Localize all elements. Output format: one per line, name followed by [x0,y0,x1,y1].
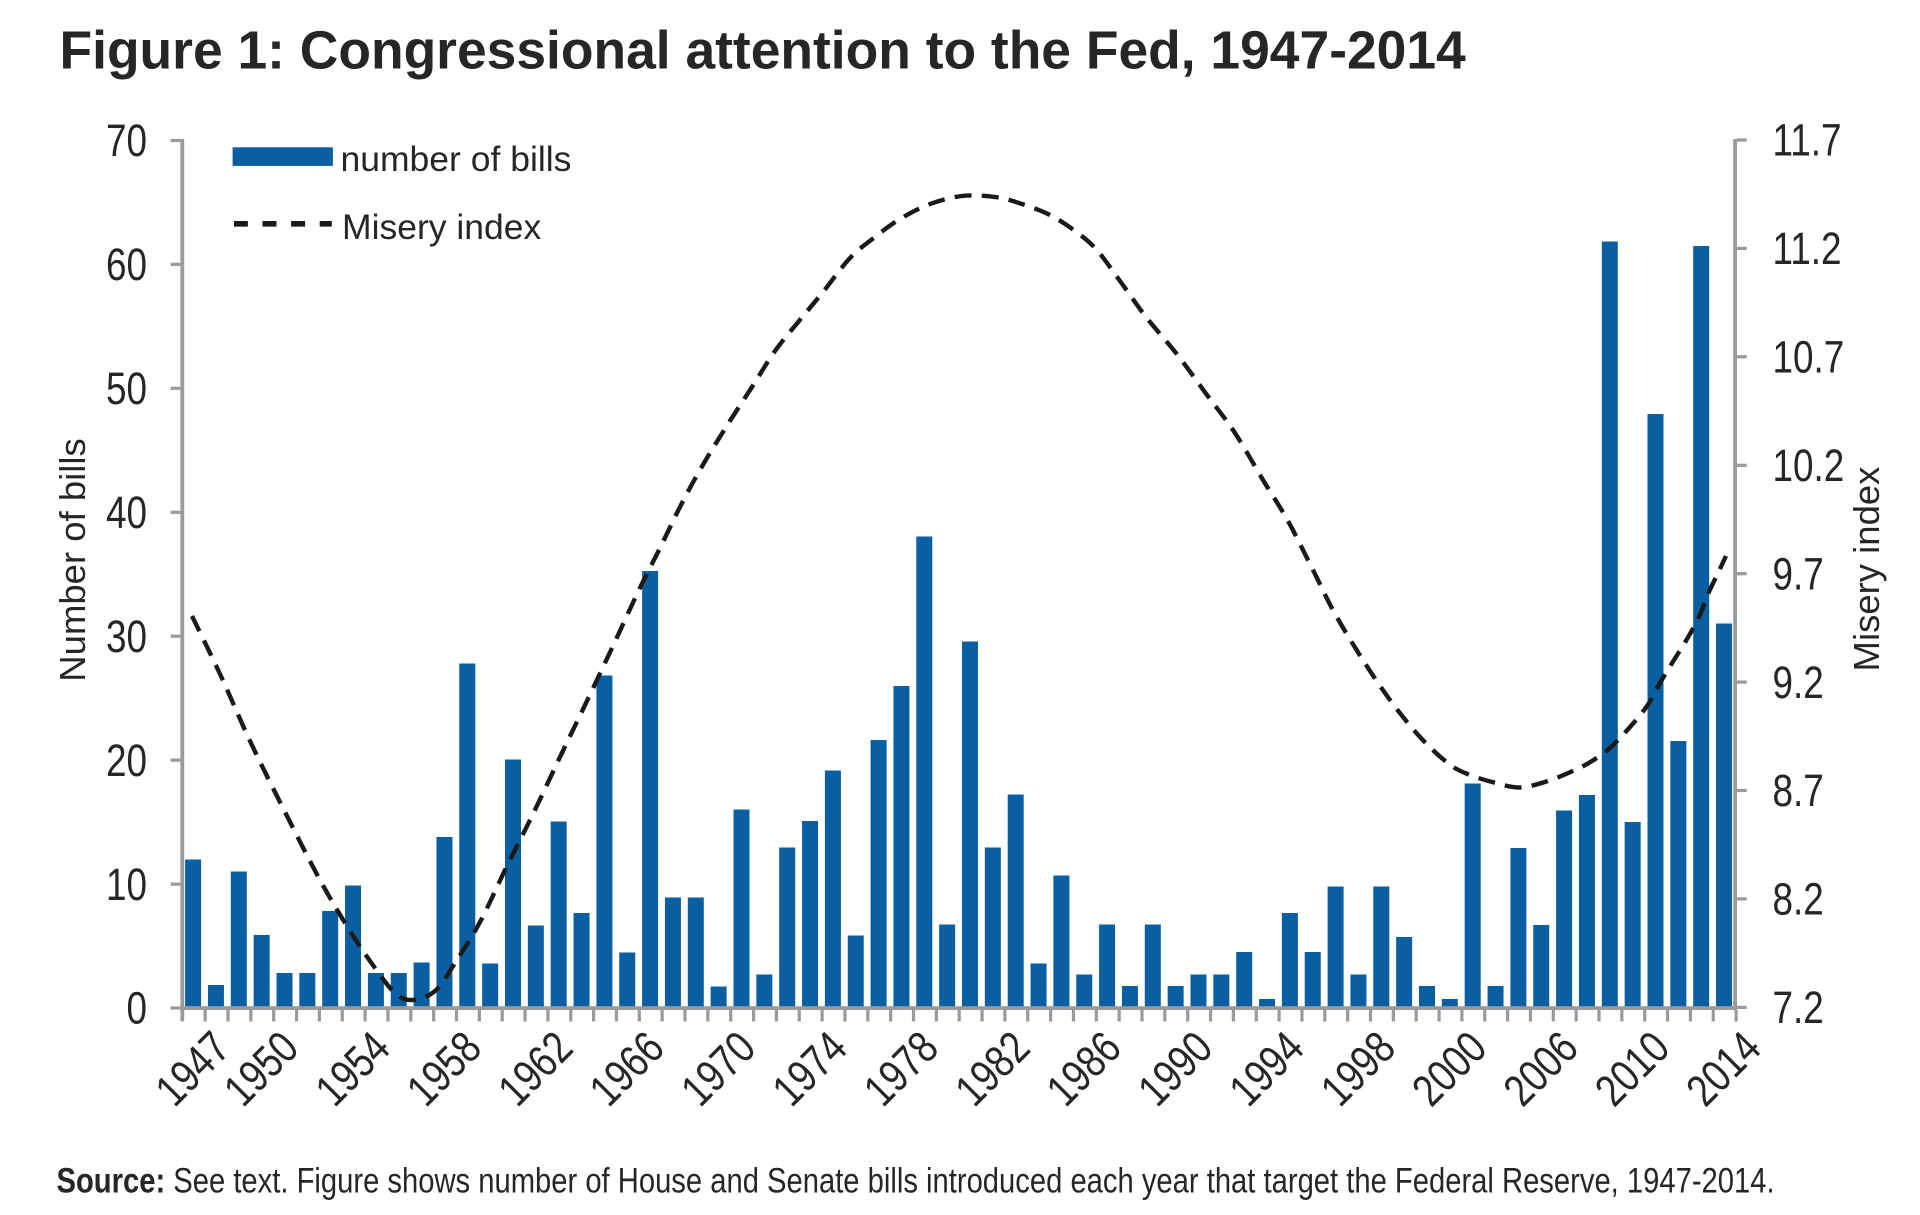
svg-text:Number of bills: Number of bills [52,438,93,681]
svg-text:7.2: 7.2 [1773,983,1824,1033]
svg-text:9.7: 9.7 [1773,549,1824,599]
svg-text:9.2: 9.2 [1773,657,1824,707]
svg-text:8.7: 8.7 [1773,766,1824,816]
svg-text:number of bills: number of bills [341,139,572,179]
svg-text:Misery index: Misery index [342,207,542,247]
svg-text:10.2: 10.2 [1773,441,1845,491]
svg-text:70: 70 [106,116,147,166]
svg-text:11.2: 11.2 [1773,224,1842,274]
svg-text:10.7: 10.7 [1773,332,1845,382]
svg-text:Misery index: Misery index [1846,467,1887,672]
svg-text:Source: See text. Figure shows: Source: See text. Figure shows number of… [57,1161,1775,1200]
svg-text:11.7: 11.7 [1773,115,1842,165]
svg-text:40: 40 [106,488,147,538]
svg-text:30: 30 [106,611,147,661]
svg-text:8.2: 8.2 [1773,874,1824,924]
svg-text:10: 10 [106,859,147,909]
svg-text:50: 50 [106,364,147,414]
svg-text:20: 20 [106,735,147,785]
svg-text:0: 0 [126,983,147,1033]
svg-text:Figure 1: Congressional attent: Figure 1: Congressional attention to the… [60,21,1467,80]
svg-text:60: 60 [106,240,147,290]
